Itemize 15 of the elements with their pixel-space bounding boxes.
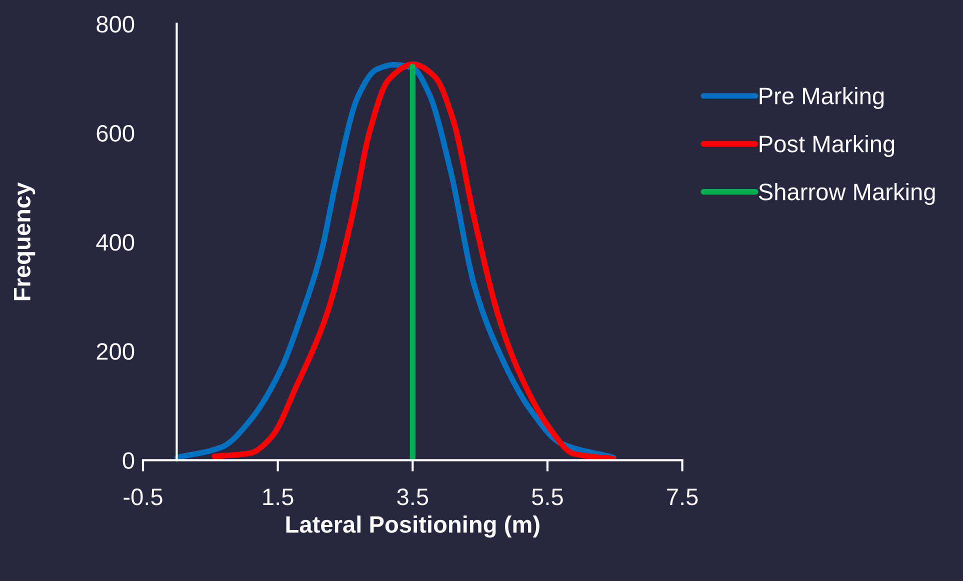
y-tick-label: 600 [96,124,134,142]
x-tick-label: 5.5 [532,488,563,506]
legend-label: Sharrow Marking [758,182,935,205]
x-tick-label: -0.5 [124,488,162,506]
x-tick-label: 1.5 [263,488,294,506]
x-tick-label: 7.5 [667,488,698,506]
y-tick-label: 0 [122,452,134,469]
legend-label: Post Marking [760,134,894,157]
legend-label: Pre Marking [760,87,884,110]
x-axis-title: Lateral Positioning (m) [286,515,540,538]
y-axis-title: Frequency [14,182,36,300]
x-tick-label: 3.5 [397,488,428,506]
y-tick-label: 800 [96,16,134,33]
y-tick-label: 400 [96,234,134,251]
y-tick-label: 200 [96,343,134,360]
